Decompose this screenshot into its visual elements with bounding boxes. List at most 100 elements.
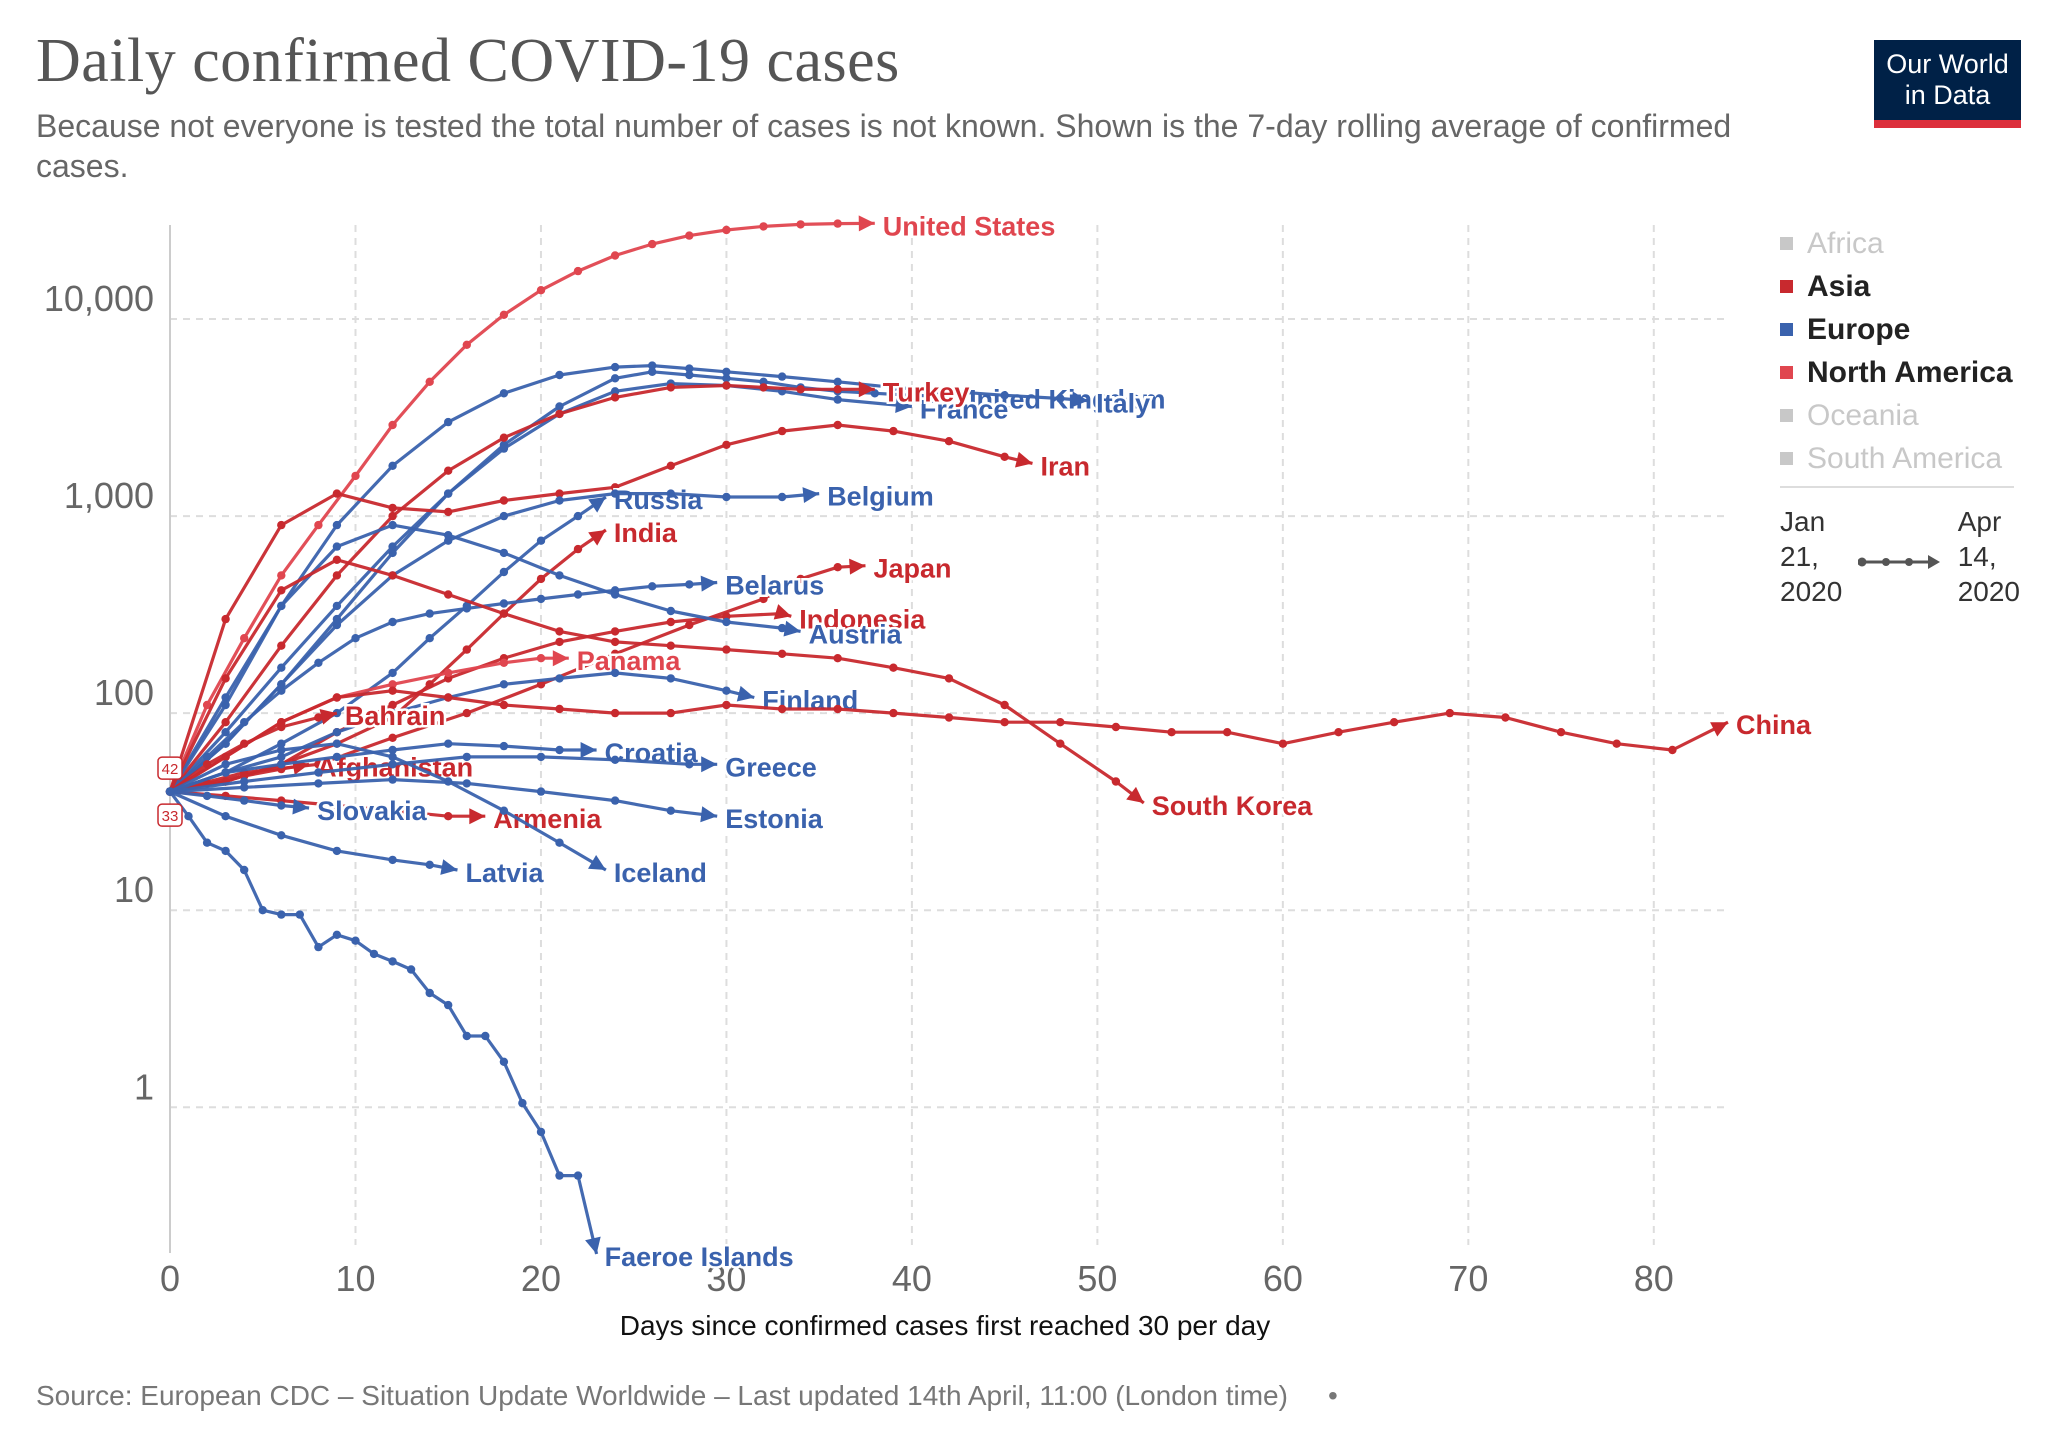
legend-swatch bbox=[1780, 409, 1793, 422]
series-point bbox=[221, 718, 230, 727]
series-point bbox=[610, 627, 620, 636]
series-point bbox=[444, 466, 453, 475]
timeline-end-label: Apr 14, 2020 bbox=[1957, 506, 2020, 607]
series-end-arrow bbox=[588, 530, 606, 546]
series-point bbox=[425, 377, 434, 386]
series-label-italy: Italy bbox=[1096, 389, 1150, 419]
series-point bbox=[796, 385, 805, 394]
series-point bbox=[240, 865, 249, 875]
series-point bbox=[332, 489, 342, 498]
series-point bbox=[277, 752, 286, 762]
series-point bbox=[444, 812, 453, 821]
series-point bbox=[202, 752, 212, 762]
series-point bbox=[889, 663, 898, 672]
legend-item-africa[interactable]: Africa bbox=[1780, 222, 2040, 265]
timeline-start-handle[interactable] bbox=[1858, 557, 1867, 567]
legend-item-south-america[interactable]: South America bbox=[1780, 437, 2040, 480]
series-point bbox=[388, 511, 397, 521]
series-greece: Greece bbox=[165, 750, 819, 796]
series-point bbox=[722, 374, 731, 383]
series-point bbox=[555, 402, 564, 411]
series-point bbox=[536, 1127, 546, 1137]
series-end-arrow bbox=[700, 806, 718, 823]
series-point bbox=[1056, 718, 1065, 727]
series-point bbox=[666, 617, 675, 627]
series-point bbox=[536, 536, 546, 545]
series-point bbox=[685, 370, 694, 380]
series-point bbox=[425, 988, 434, 998]
legend-item-asia[interactable]: Asia bbox=[1780, 265, 2040, 308]
series-point bbox=[722, 225, 731, 235]
series-italy: Italy bbox=[165, 361, 1153, 796]
legend-item-north-america[interactable]: North America bbox=[1780, 351, 2040, 394]
series-point bbox=[462, 779, 471, 788]
series-point bbox=[221, 752, 230, 762]
x-tick-label: 10 bbox=[335, 1258, 375, 1299]
series-point bbox=[258, 906, 267, 915]
series-austria: Austria bbox=[165, 520, 905, 796]
y-tick-label: 10,000 bbox=[44, 278, 154, 319]
series-point bbox=[184, 812, 193, 821]
series-end-arrow bbox=[858, 215, 875, 232]
series-point bbox=[499, 658, 509, 667]
series-end-arrow bbox=[895, 397, 912, 413]
series-point bbox=[332, 520, 342, 530]
series-point bbox=[221, 760, 230, 769]
series-point bbox=[796, 220, 805, 229]
series-point bbox=[944, 674, 954, 683]
series-point bbox=[277, 586, 286, 595]
series-point bbox=[1389, 718, 1399, 727]
series-point bbox=[221, 812, 230, 821]
series-point bbox=[555, 838, 564, 847]
source-text: Source: European CDC – Situation Update … bbox=[36, 1380, 1288, 1411]
owid-logo[interactable]: Our World in Data bbox=[1874, 40, 2021, 128]
series-point bbox=[388, 806, 397, 815]
timeline-end-handle[interactable] bbox=[1928, 555, 1940, 569]
series-point bbox=[610, 590, 620, 599]
series-point bbox=[332, 846, 342, 856]
series-point bbox=[240, 634, 249, 643]
series-line-france bbox=[168, 382, 913, 793]
series-point bbox=[425, 609, 434, 618]
series-point bbox=[1056, 739, 1065, 748]
series-point bbox=[1111, 722, 1121, 732]
x-tick-label: 80 bbox=[1634, 1258, 1674, 1299]
series-point bbox=[221, 728, 230, 737]
series-point bbox=[833, 377, 842, 386]
legend-item-oceania[interactable]: Oceania bbox=[1780, 394, 2040, 437]
series-point bbox=[1223, 728, 1232, 737]
series-point bbox=[722, 492, 731, 502]
series-point bbox=[481, 1031, 490, 1041]
series-point bbox=[388, 520, 397, 530]
series-end-arrow bbox=[858, 381, 875, 398]
series-label-iceland: Iceland bbox=[614, 858, 707, 888]
legend-divider bbox=[1780, 486, 2014, 488]
series-point bbox=[221, 846, 230, 856]
series-armenia: Armenia bbox=[165, 787, 605, 837]
series-point bbox=[722, 645, 731, 654]
series-line-faeroe-islands bbox=[168, 790, 599, 1255]
series-label-armenia: Armenia bbox=[493, 804, 602, 834]
legend-item-europe[interactable]: Europe bbox=[1780, 308, 2040, 351]
series-point bbox=[332, 693, 342, 702]
series-point bbox=[295, 910, 304, 919]
series-point bbox=[907, 391, 917, 400]
timeline-track[interactable] bbox=[1858, 542, 1942, 582]
series-line-finland bbox=[169, 671, 755, 794]
series-point bbox=[536, 787, 546, 796]
series-point bbox=[722, 367, 731, 376]
series-point bbox=[444, 531, 453, 540]
series-end-arrow bbox=[585, 1236, 601, 1254]
y-tick-label: 10 bbox=[114, 869, 154, 910]
series-point bbox=[388, 733, 397, 742]
series-point bbox=[462, 604, 471, 613]
series-point bbox=[610, 649, 620, 658]
series-south-korea: South Korea bbox=[165, 555, 1316, 824]
series-point bbox=[889, 708, 898, 718]
series-point bbox=[388, 461, 397, 470]
series-point bbox=[1668, 745, 1677, 755]
series-point bbox=[388, 775, 397, 784]
timeline-control[interactable]: Jan 21, 2020 Apr 14, 2020 bbox=[1780, 504, 2020, 614]
series-line-united-kingdom bbox=[168, 370, 950, 793]
